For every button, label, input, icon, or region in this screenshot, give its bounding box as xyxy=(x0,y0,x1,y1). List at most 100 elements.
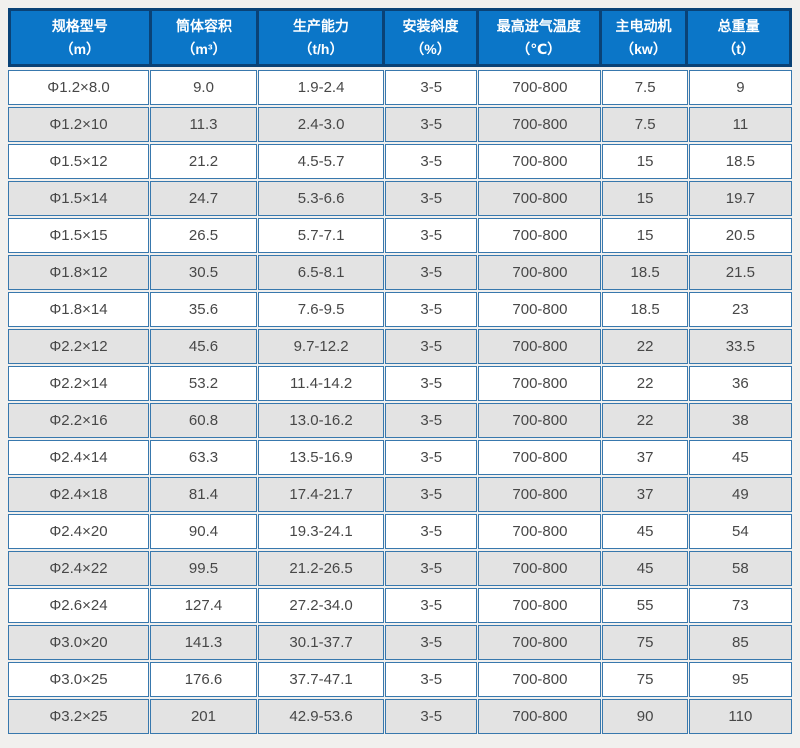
table-cell: 81.4 xyxy=(149,477,258,512)
table-cell: 37 xyxy=(602,477,688,512)
table-cell: 3-5 xyxy=(385,477,478,512)
column-title: 总重量 xyxy=(717,18,760,35)
table-cell: 700-800 xyxy=(478,255,602,290)
table-cell: 38 xyxy=(688,403,792,438)
table-cell: 3-5 xyxy=(385,403,478,438)
table-cell: Φ2.4×20 xyxy=(8,514,149,549)
table-cell: 11.4-14.2 xyxy=(258,366,385,401)
table-cell: 18.5 xyxy=(602,255,688,290)
table-cell: 15 xyxy=(602,218,688,253)
table-cell: 700-800 xyxy=(478,366,602,401)
table-cell: 3-5 xyxy=(385,292,478,327)
table-cell: 2.4-3.0 xyxy=(258,107,385,142)
column-unit: （m³） xyxy=(181,40,227,57)
table-cell: 141.3 xyxy=(149,625,258,660)
table-cell: 22 xyxy=(602,329,688,364)
table-cell: Φ2.4×22 xyxy=(8,551,149,586)
table-cell: 53.2 xyxy=(149,366,258,401)
table-cell: Φ2.2×14 xyxy=(8,366,149,401)
table-cell: 9.7-12.2 xyxy=(258,329,385,364)
table-cell: 3-5 xyxy=(385,514,478,549)
table-cell: 700-800 xyxy=(478,699,602,734)
table-cell: 7.5 xyxy=(602,70,688,105)
table-cell: 19.3-24.1 xyxy=(258,514,385,549)
table-cell: 700-800 xyxy=(478,292,602,327)
table-cell: 45 xyxy=(688,440,792,475)
table-cell: Φ3.0×25 xyxy=(8,662,149,697)
table-cell: 700-800 xyxy=(478,144,602,179)
table-cell: 45 xyxy=(602,551,688,586)
table-cell: 23 xyxy=(688,292,792,327)
table-cell: 33.5 xyxy=(688,329,792,364)
table-cell: 13.0-16.2 xyxy=(258,403,385,438)
table-cell: Φ1.2×10 xyxy=(8,107,149,142)
table-cell: 3-5 xyxy=(385,255,478,290)
table-cell: 700-800 xyxy=(478,662,602,697)
table-cell: 700-800 xyxy=(478,514,602,549)
table-body: Φ1.2×8.0 9.0 1.9-2.4 3-5 700-800 7.5 9 Φ1.2×10 1… xyxy=(8,70,792,734)
table-cell: 58 xyxy=(688,551,792,586)
table-cell: 55 xyxy=(602,588,688,623)
table-cell: 49 xyxy=(688,477,792,512)
table-cell: 18.5 xyxy=(602,292,688,327)
table-cell: 36 xyxy=(688,366,792,401)
table-cell: 21.5 xyxy=(688,255,792,290)
table-cell: 700-800 xyxy=(478,218,602,253)
column-header-spec-model: 规格型号 （m） xyxy=(11,11,149,64)
table-cell: 3-5 xyxy=(385,70,478,105)
table-cell: 700-800 xyxy=(478,329,602,364)
table-cell: 127.4 xyxy=(149,588,258,623)
table-cell: 3-5 xyxy=(385,588,478,623)
table-cell: Φ3.0×20 xyxy=(8,625,149,660)
table-cell: Φ1.8×12 xyxy=(8,255,149,290)
table-cell: Φ1.5×12 xyxy=(8,144,149,179)
table-cell: 3-5 xyxy=(385,662,478,697)
table-cell: Φ1.2×8.0 xyxy=(8,70,149,105)
table-cell: 22 xyxy=(602,403,688,438)
table-cell: 201 xyxy=(149,699,258,734)
table-cell: Φ3.2×25 xyxy=(8,699,149,734)
table-cell: 3-5 xyxy=(385,107,478,142)
table-cell: 42.9-53.6 xyxy=(258,699,385,734)
table-cell: Φ2.6×24 xyxy=(8,588,149,623)
column-unit: （kw） xyxy=(620,40,667,57)
table-cell: 13.5-16.9 xyxy=(258,440,385,475)
column-header-cylinder-volume: 筒体容积 （m³） xyxy=(151,11,257,64)
table-cell: 15 xyxy=(602,144,688,179)
table-cell: 7.5 xyxy=(602,107,688,142)
table-cell: 60.8 xyxy=(149,403,258,438)
table-cell: 22 xyxy=(602,366,688,401)
table-cell: 30.5 xyxy=(149,255,258,290)
table-cell: 26.5 xyxy=(149,218,258,253)
table-cell: 19.7 xyxy=(688,181,792,216)
table-cell: 700-800 xyxy=(478,551,602,586)
table-cell: Φ2.4×18 xyxy=(8,477,149,512)
table-cell: 110 xyxy=(688,699,792,734)
table-cell: Φ2.2×12 xyxy=(8,329,149,364)
column-title: 主电动机 xyxy=(615,18,672,35)
table-cell: 176.6 xyxy=(149,662,258,697)
table-cell: 5.3-6.6 xyxy=(258,181,385,216)
table-cell: 700-800 xyxy=(478,440,602,475)
table-cell: 18.5 xyxy=(688,144,792,179)
table-cell: 3-5 xyxy=(385,551,478,586)
table-cell: 3-5 xyxy=(385,699,478,734)
table-cell: 54 xyxy=(688,514,792,549)
table-cell: 7.6-9.5 xyxy=(258,292,385,327)
table-cell: 700-800 xyxy=(478,70,602,105)
table-cell: 700-800 xyxy=(478,625,602,660)
table-cell: 9 xyxy=(688,70,792,105)
column-title: 生产能力 xyxy=(292,18,349,35)
table-cell: 3-5 xyxy=(385,625,478,660)
table-cell: 35.6 xyxy=(149,292,258,327)
column-header-main-motor: 主电动机 （kw） xyxy=(601,11,686,64)
column-unit: （m） xyxy=(59,40,101,57)
table-cell: 90.4 xyxy=(149,514,258,549)
table-cell: 700-800 xyxy=(478,107,602,142)
table-cell: 17.4-21.7 xyxy=(258,477,385,512)
column-header-installation-slope: 安装斜度 （%） xyxy=(385,11,476,64)
table-cell: 5.7-7.1 xyxy=(258,218,385,253)
column-unit: （%） xyxy=(410,40,451,57)
table-cell: 73 xyxy=(688,588,792,623)
